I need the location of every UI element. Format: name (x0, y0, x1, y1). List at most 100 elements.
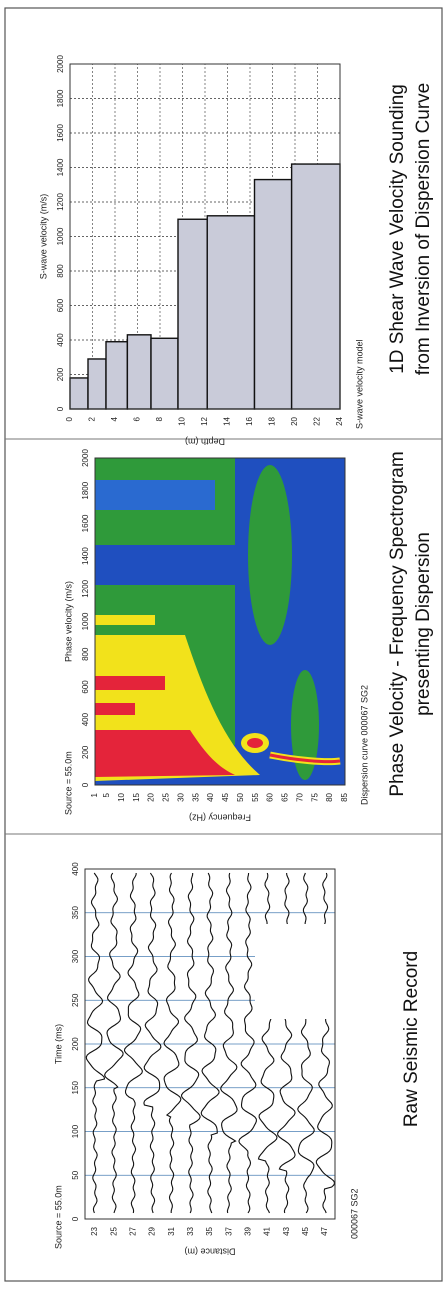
top-tick-label: 1000 (81, 612, 90, 630)
top-tick-label: 1200 (56, 193, 65, 211)
panel-header: Source = 55.0m (63, 751, 73, 815)
panel-caption: from Inversion of Dispersion Curve (413, 83, 434, 376)
side-tick-label: 25 (109, 1226, 118, 1235)
side-tick-label: 65 (281, 792, 290, 801)
blank-region (255, 924, 340, 1019)
side-tick-label: 22 (313, 416, 322, 425)
spectro-green (248, 465, 292, 645)
top-tick-label: 50 (71, 1170, 80, 1179)
top-tick-label: 350 (71, 906, 80, 920)
side-tick-label: 8 (155, 416, 164, 421)
side-tick-label: 2 (88, 416, 97, 421)
top-tick-label: 0 (56, 406, 65, 411)
top-tick-label: 800 (56, 264, 65, 278)
seismic-trace (220, 872, 238, 1214)
panel-footer: S-wave velocity model (354, 339, 364, 429)
side-tick-label: 6 (133, 416, 142, 421)
top-tick-label: 1400 (56, 158, 65, 176)
side-tick-label: 20 (147, 792, 156, 801)
side-tick-label: 18 (268, 416, 277, 425)
side-tick-label: 31 (167, 1226, 176, 1235)
side-tick-label: 30 (176, 792, 185, 801)
side-tick-label: 1 (90, 792, 99, 797)
side-tick-label: 12 (200, 416, 209, 425)
top-tick-label: 100 (71, 1124, 80, 1138)
top-tick-label: 200 (81, 745, 90, 759)
vs-layer (69, 377, 89, 410)
vs-layer (253, 178, 293, 410)
top-tick-label: 2000 (56, 55, 65, 73)
spectrogram (95, 458, 345, 785)
side-tick-label: 23 (90, 1226, 99, 1235)
spectro-red (247, 738, 263, 748)
side-tick-label: 60 (266, 792, 275, 801)
spectro-red (95, 730, 235, 777)
side-tick-label: 16 (245, 416, 254, 425)
top-tick-label: 600 (56, 298, 65, 312)
top-tick-label: 1400 (81, 547, 90, 565)
sheet-border (4, 7, 443, 1282)
top-tick-label: 1800 (56, 89, 65, 107)
side-tick-label: 41 (263, 1226, 272, 1235)
top-tick-label: 400 (81, 712, 90, 726)
side-tick-label: 55 (251, 792, 260, 801)
side-tick-label: 25 (162, 792, 171, 801)
side-tick-label: 39 (243, 1226, 252, 1235)
top-tick-label: 1200 (81, 579, 90, 597)
side-tick-label: 43 (282, 1226, 291, 1235)
seismic-trace (143, 872, 162, 1214)
top-tick-label: 1800 (81, 481, 90, 499)
top-tick-label: 1000 (56, 227, 65, 245)
spectro-red (95, 703, 135, 715)
seismic-trace (123, 872, 143, 1214)
top-tick-label: 150 (71, 1081, 80, 1095)
spectro-green (291, 670, 319, 780)
side-tick-label: 20 (290, 416, 299, 425)
side-tick-label: 70 (295, 792, 304, 801)
top-tick-label: 0 (71, 1216, 80, 1221)
spectro-red (95, 676, 165, 690)
side-tick-label: 45 (301, 1226, 310, 1235)
side-tick-label: 10 (178, 416, 187, 425)
top-tick-label: 2000 (81, 449, 90, 467)
vs-layer (105, 341, 129, 410)
seismic-trace (85, 872, 106, 1214)
spectro-blue-band (95, 480, 215, 510)
top-tick-label: 250 (71, 993, 80, 1007)
seismic-trace (200, 872, 220, 1214)
top-tick-label: 300 (71, 949, 80, 963)
side-tick-label: 15 (132, 792, 141, 801)
panel-footer: Dispersion curve 000067 SG2 (359, 685, 369, 805)
seismic-trace (180, 872, 201, 1214)
side-tick-label: 29 (148, 1226, 157, 1235)
side-title: Depth (m) (185, 437, 225, 447)
axis-title: Time (ms) (53, 1024, 63, 1064)
top-tick-label: 1600 (56, 124, 65, 142)
top-tick-label: 200 (71, 1037, 80, 1051)
side-tick-label: 47 (320, 1226, 329, 1235)
side-tick-label: 75 (310, 792, 319, 801)
top-tick-label: 800 (81, 647, 90, 661)
vs-layer (290, 163, 341, 410)
panel-caption: 1D Shear Wave Velocity Sounding (387, 84, 408, 374)
side-tick-label: 10 (117, 792, 126, 801)
top-tick-label: 200 (56, 367, 65, 381)
seismic-traces (85, 872, 340, 1214)
panel-caption: Raw Seismic Record (401, 951, 422, 1127)
panel-caption: presenting Dispersion (413, 532, 434, 716)
side-tick-label: 35 (205, 1226, 214, 1235)
top-tick-label: 600 (81, 680, 90, 694)
side-tick-label: 14 (223, 416, 232, 425)
seismic-trace (104, 872, 124, 1214)
side-tick-label: 45 (221, 792, 230, 801)
plot-border (69, 63, 341, 410)
spectro-blue-band (95, 545, 245, 585)
side-title: Frequency (Hz) (189, 813, 251, 823)
axis-title: Phase velocity (m/s) (63, 581, 73, 662)
side-tick-label: 50 (236, 792, 245, 801)
side-tick-label: 27 (128, 1226, 137, 1235)
side-tick-label: 33 (186, 1226, 195, 1235)
side-tick-label: 5 (102, 792, 111, 797)
